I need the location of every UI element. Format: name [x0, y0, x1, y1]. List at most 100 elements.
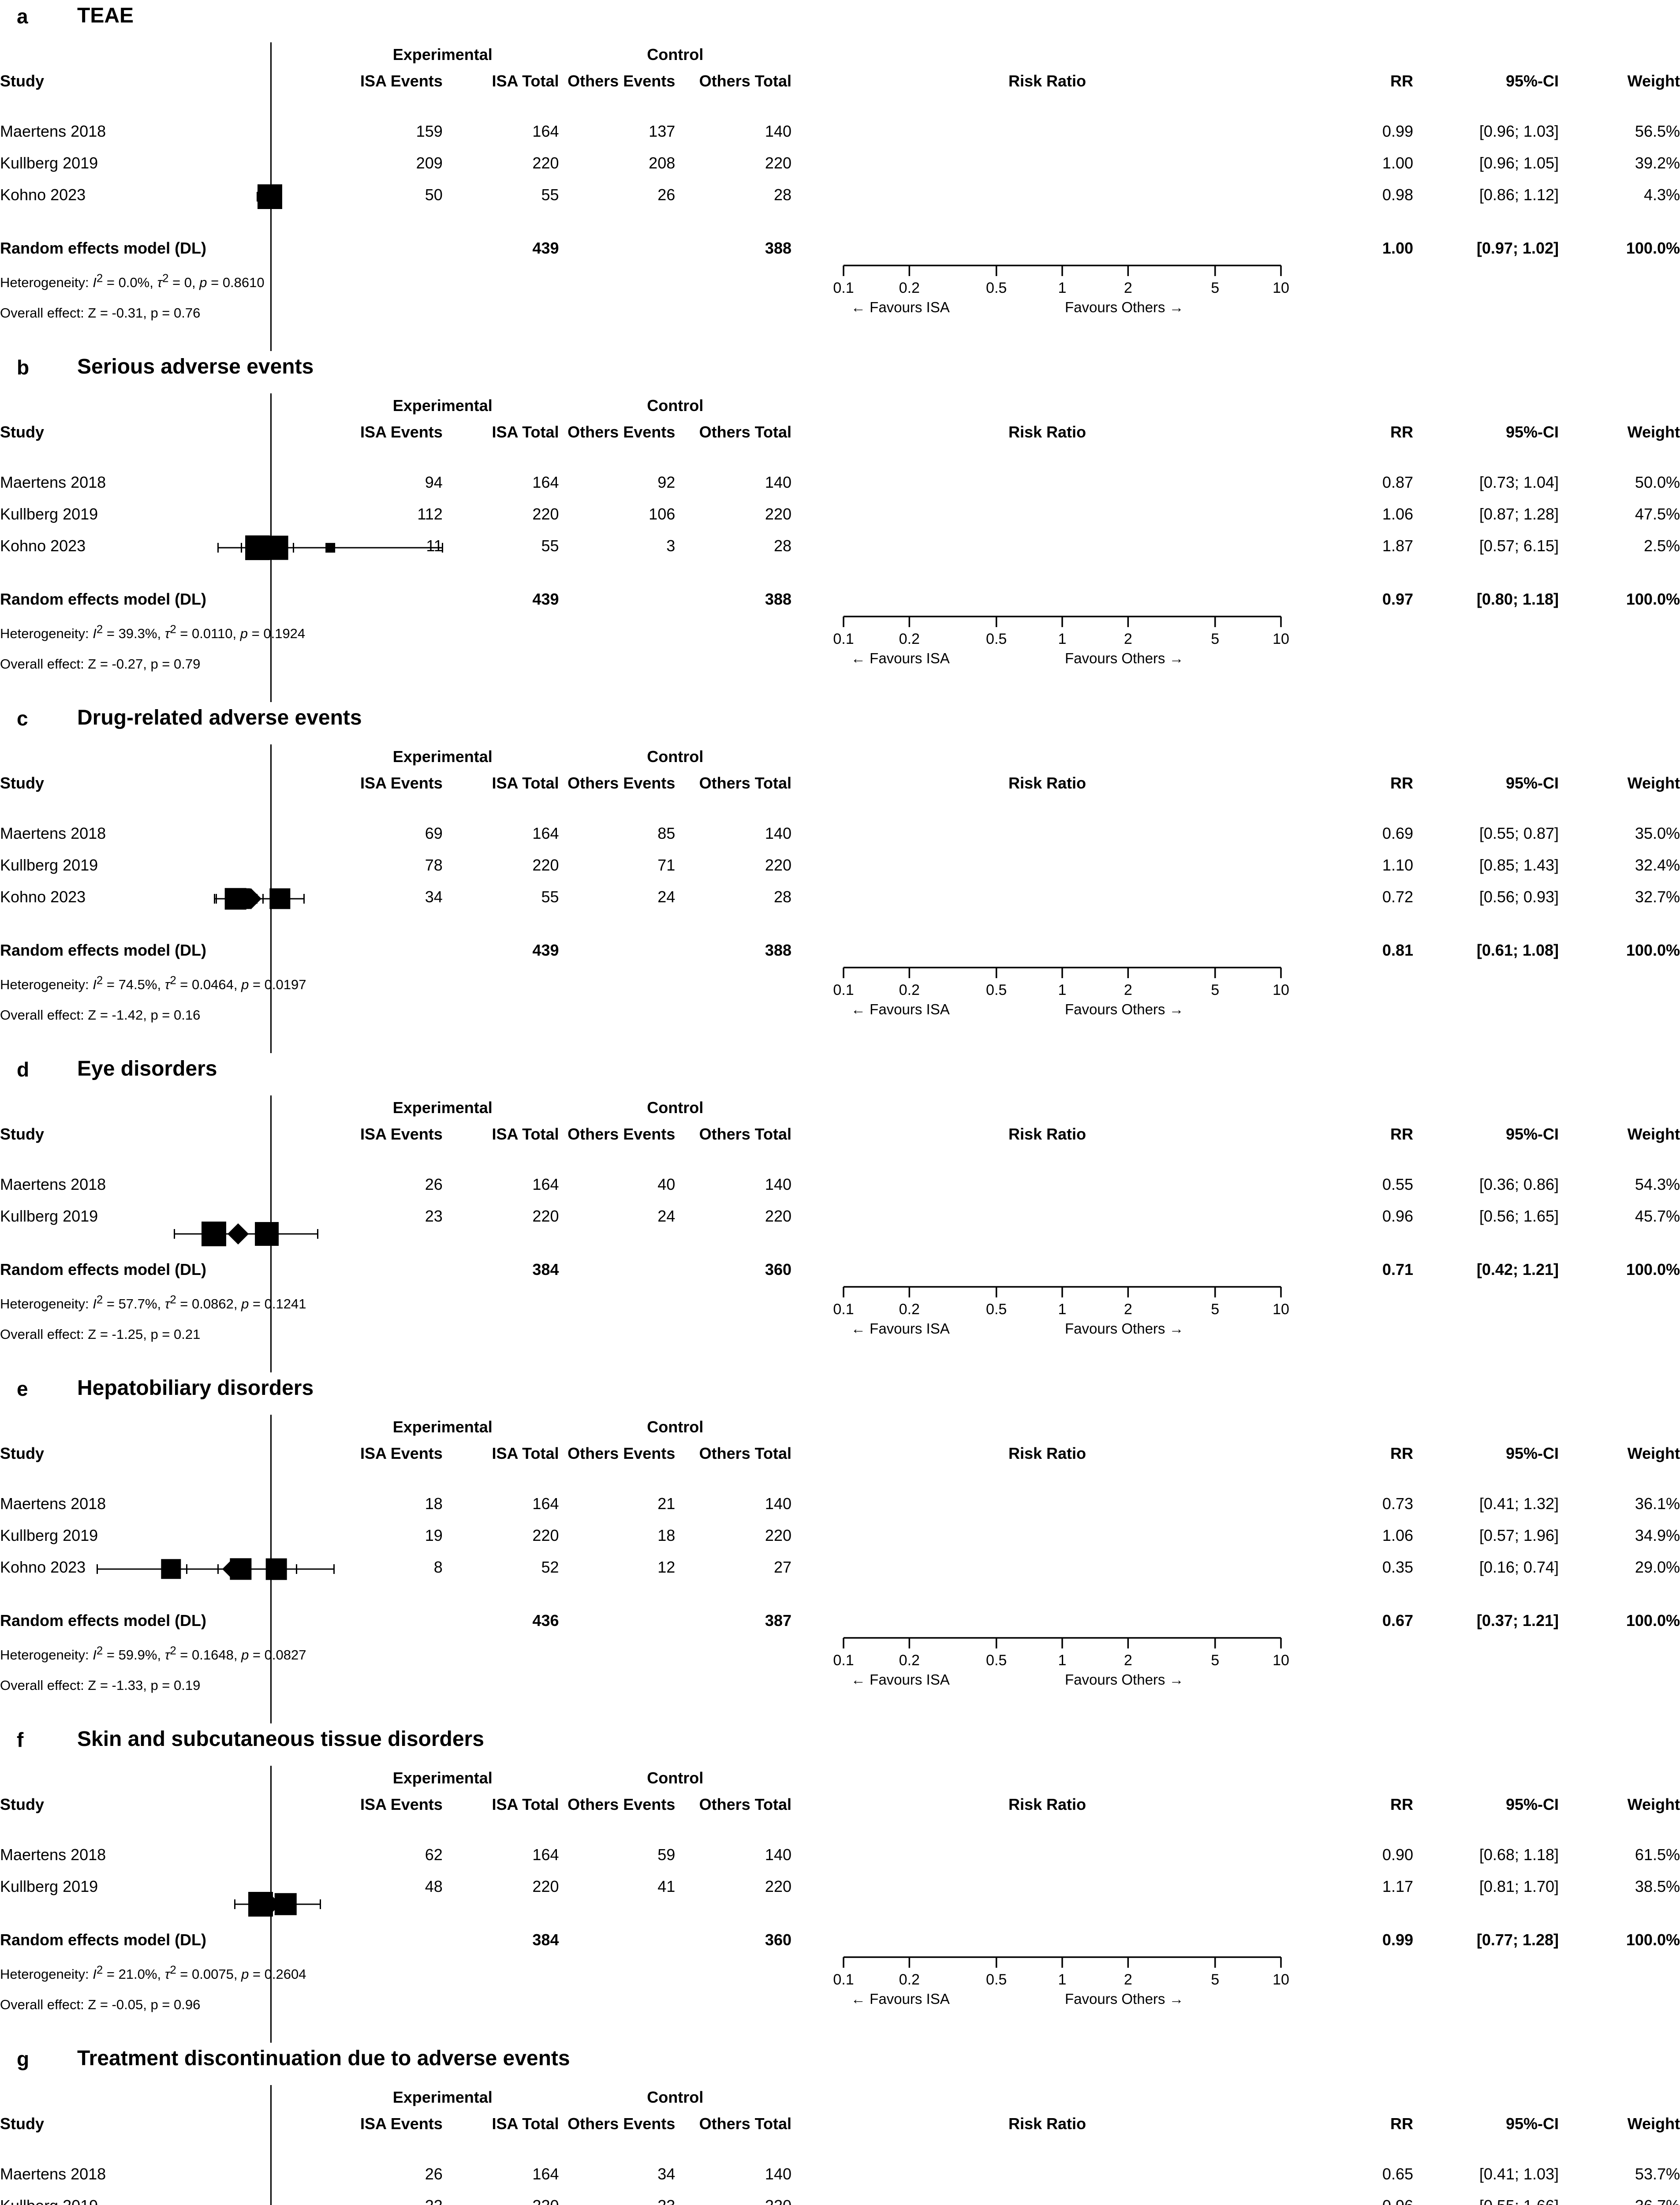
spacer [1303, 265, 1413, 297]
spacer [1559, 913, 1680, 933]
table-group-header: Experimental Control [0, 393, 1680, 418]
spacer [1559, 1468, 1680, 1488]
group-header-experimental: Experimental [392, 2088, 493, 2106]
spacer [1303, 617, 1413, 648]
favours-cell: ← Favours ISA Favours Others → [791, 1319, 1303, 1350]
table-overall-effect-row: Overall effect: Z = -1.25, p = 0.21 ← Fav… [0, 1319, 1680, 1350]
column-header-others-events: Others Events [567, 1444, 676, 1462]
spacer [675, 2021, 791, 2043]
spacer [1413, 1232, 1559, 1252]
cell-ci: [0.96; 1.03] [1479, 122, 1559, 140]
forest-plot-cell [216, 1095, 1303, 1372]
cell-pooled-label: Random effects model (DL) [0, 590, 207, 608]
spacer [1413, 913, 1559, 933]
cell-pooled-others-total: 387 [765, 1611, 791, 1629]
spacer [1303, 1819, 1413, 1839]
forest-table: Experimental Control Study ISA Events ISA To… [0, 1095, 1680, 1372]
cell-pooled-label: Random effects model (DL) [0, 239, 207, 257]
spacer [1303, 1468, 1413, 1488]
cell-pooled-label: Random effects model (DL) [0, 1611, 207, 1629]
spacer [1303, 1902, 1413, 1923]
favours-right-label: Favours Others → [1065, 1001, 1184, 1017]
panel-title: Treatment discontinuation due to adverse… [77, 2047, 570, 2070]
spacer [1559, 968, 1680, 999]
spacer [675, 797, 791, 818]
cell-others-events: 41 [657, 1877, 676, 1895]
spacer [675, 1701, 791, 1723]
cell-pooled-weight: 100.0% [1626, 590, 1680, 608]
forest-plot-cell [188, 1095, 1303, 1372]
spacer [1413, 1148, 1559, 1169]
cell-others-total: 27 [773, 1558, 791, 1576]
overall-effect-label: Overall effect: Z = -1.33, p = 0.19 [0, 1670, 791, 1701]
cell-pooled-rr: 0.97 [1382, 590, 1413, 608]
forest-plot-cell [186, 1415, 1303, 1723]
forest-plot-cell [214, 744, 1303, 1053]
cell-rr: 1.06 [1382, 1526, 1413, 1544]
axis-tick-label: 0.2 [899, 1301, 920, 1318]
cell-ci: [0.41; 1.03] [1479, 2165, 1559, 2183]
spacer [791, 42, 1303, 67]
column-header-isa-events: ISA Events [360, 423, 443, 441]
column-header-isa-total: ISA Total [492, 1444, 559, 1462]
cell-isa-events: 69 [425, 824, 443, 842]
cell-rr: 1.17 [1382, 1877, 1413, 1895]
spacer [791, 913, 1303, 933]
cell-weight: 36.7% [1559, 2190, 1680, 2205]
spacer [1559, 1095, 1680, 1120]
axis-tick-label: 0.5 [986, 982, 1007, 998]
spacer [675, 1902, 791, 1923]
spacer [675, 211, 791, 231]
axis-line [843, 1286, 1282, 1297]
cell-isa-events: 11 [426, 537, 443, 555]
panel-letter: e [17, 1377, 28, 1400]
spacer [791, 95, 1303, 116]
cell-isa-events: 23 [425, 1207, 443, 1225]
axis-tick-label: 0.2 [899, 982, 920, 998]
cell-rr: 1.87 [1382, 537, 1413, 555]
cell-rr: 0.65 [1382, 2165, 1413, 2183]
spacer [559, 1923, 676, 1957]
table-row: Kullberg 2019 78 220 71 220 1.10 [0.85; 1.43] 3… [0, 744, 1680, 1053]
table-heterogeneity-row: Heterogeneity: I2 = 57.7%, τ2 = 0.0862, … [0, 1286, 1680, 1319]
spacer [1559, 617, 1680, 648]
spacer [1303, 1415, 1413, 1439]
spacer [1413, 393, 1559, 418]
cell-pooled-weight: 100.0% [1626, 239, 1680, 257]
column-header-rr: RR [1390, 72, 1413, 90]
cell-ci: [0.57; 1.96] [1479, 1526, 1559, 1544]
group-header-control: Control [647, 1418, 704, 1436]
column-header-risk-ratio: Risk Ratio [1008, 72, 1086, 90]
axis-line [843, 1956, 1282, 1968]
spacer [675, 1232, 791, 1252]
column-header-weight: Weight [1627, 1444, 1680, 1462]
favours-left-label: ← Favours ISA [851, 650, 950, 666]
cell-study-name: Maertens 2018 [0, 1175, 106, 1193]
spacer [1413, 1638, 1559, 1670]
spacer [559, 1583, 676, 1603]
column-header-ci: 95%-CI [1505, 774, 1559, 792]
heterogeneity-label: Heterogeneity: I2 = 21.0%, τ2 = 0.0075, … [0, 1957, 791, 1989]
spacer [791, 1232, 1303, 1252]
cell-rr: 0.55 [1382, 1175, 1413, 1193]
cell-isa-total: 164 [532, 473, 559, 491]
cell-others-total: 28 [773, 537, 791, 555]
spacer [1413, 680, 1559, 702]
cell-others-total: 220 [765, 1207, 791, 1225]
cell-rr: 0.72 [1382, 888, 1413, 906]
column-header-others-events: Others Events [567, 423, 676, 441]
forest-plot-cell [250, 1766, 1303, 2043]
spacer [1303, 680, 1413, 702]
spacer [1303, 999, 1413, 1031]
cell-study-name: Maertens 2018 [0, 1495, 106, 1513]
spacer [1303, 95, 1413, 116]
column-header-isa-events: ISA Events [360, 774, 443, 792]
spacer [1559, 446, 1680, 467]
cell-isa-events: 26 [425, 2165, 443, 2183]
column-header-isa-events: ISA Events [360, 2115, 443, 2133]
table-overall-effect-row: Overall effect: Z = -1.42, p = 0.16 ← Fav… [0, 999, 1680, 1031]
table-overall-effect-row: Overall effect: Z = -0.31, p = 0.76 ← Fav… [0, 297, 1680, 329]
cell-rr: 1.06 [1382, 505, 1413, 523]
cell-isa-total: 220 [532, 1207, 559, 1225]
cell-ci: [0.56; 0.93] [1479, 888, 1559, 906]
